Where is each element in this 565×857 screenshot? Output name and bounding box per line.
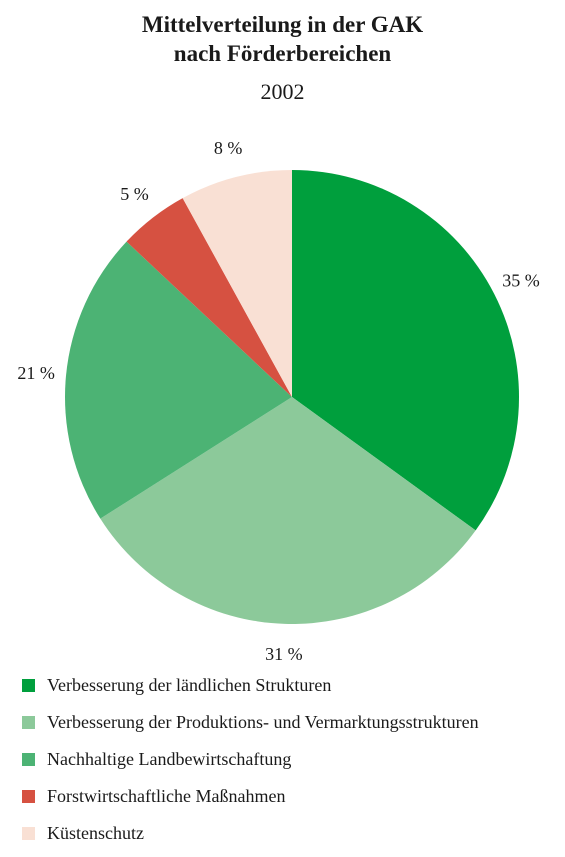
slice-value-label: 35 % xyxy=(502,270,540,290)
chart-title-line2: nach Förderbereichen xyxy=(173,41,392,66)
legend-label: Verbesserung der Produktions- und Vermar… xyxy=(47,712,479,732)
legend-item: Nachhaltige Landbewirtschaftung xyxy=(22,746,479,773)
legend-item: Forstwirtschaftliche Maßnahmen xyxy=(22,783,479,810)
slice-value-label: 5 % xyxy=(120,184,149,204)
chart-subtitle: 2002 xyxy=(260,79,305,104)
legend-swatch xyxy=(22,679,35,692)
legend-swatch xyxy=(22,753,35,766)
legend-label: Küstenschutz xyxy=(47,823,144,843)
legend-label: Verbesserung der ländlichen Strukturen xyxy=(47,675,332,695)
slice-value-label: 31 % xyxy=(265,644,303,664)
chart-title: Mittelverteilung in der GAK xyxy=(141,12,424,37)
pie-slice xyxy=(292,170,520,531)
pie-chart: 35 % 31 % 21 % 5 % 8 % xyxy=(17,138,540,664)
slice-value-label: 8 % xyxy=(214,138,243,158)
legend-swatch xyxy=(22,827,35,840)
slice-value-label: 21 % xyxy=(17,363,55,383)
legend-item: Küstenschutz xyxy=(22,820,479,847)
chart-legend: Verbesserung der ländlichen Strukturen V… xyxy=(22,672,479,857)
pie-slice xyxy=(65,241,292,519)
legend-swatch xyxy=(22,716,35,729)
legend-label: Forstwirtschaftliche Maßnahmen xyxy=(47,786,286,806)
legend-label: Nachhaltige Landbewirtschaftung xyxy=(47,749,292,769)
legend-item: Verbesserung der ländlichen Strukturen xyxy=(22,672,479,699)
legend-swatch xyxy=(22,790,35,803)
pie-slice xyxy=(126,198,293,397)
pie-slice xyxy=(182,170,292,397)
legend-item: Verbesserung der Produktions- und Vermar… xyxy=(22,709,479,736)
pie-slice xyxy=(100,397,476,625)
